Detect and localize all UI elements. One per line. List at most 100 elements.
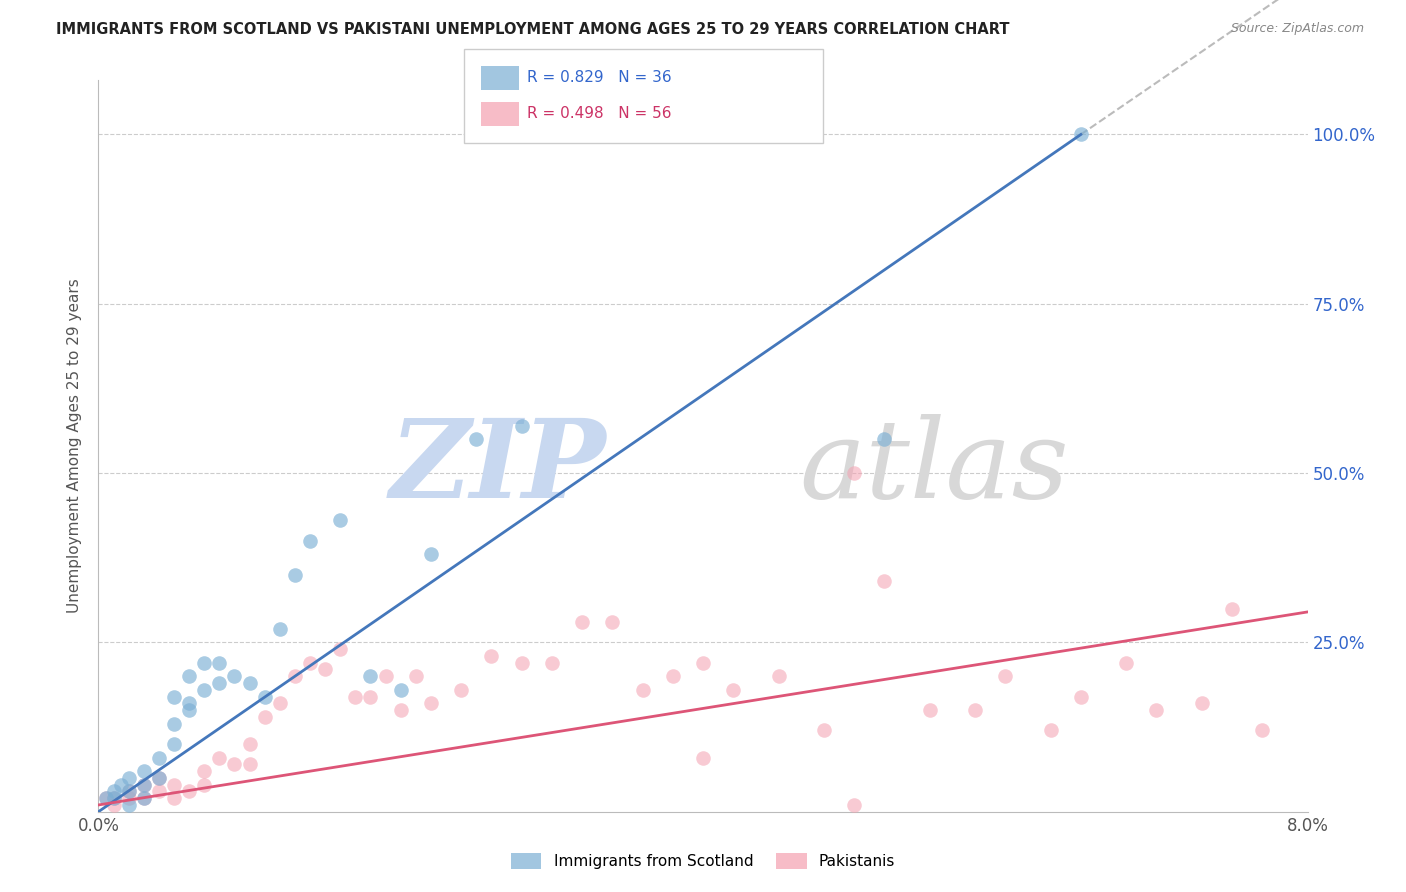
Point: [132, 778, 155, 792]
Point: [873, 574, 896, 589]
Point: [299, 656, 322, 670]
Point: [873, 432, 896, 446]
Text: IMMIGRANTS FROM SCOTLAND VS PAKISTANI UNEMPLOYMENT AMONG AGES 25 TO 29 YEARS COR: IMMIGRANTS FROM SCOTLAND VS PAKISTANI UN…: [56, 22, 1010, 37]
Y-axis label: Unemployment Among Ages 25 to 29 years: Unemployment Among Ages 25 to 29 years: [67, 278, 83, 614]
Point: [132, 778, 155, 792]
Point: [1146, 703, 1168, 717]
Point: [132, 764, 155, 778]
Point: [163, 716, 186, 731]
Point: [420, 547, 443, 561]
Point: [1191, 697, 1213, 711]
Text: R = 0.829   N = 36: R = 0.829 N = 36: [527, 70, 672, 85]
Point: [163, 737, 186, 751]
Point: [314, 663, 336, 677]
Point: [329, 642, 352, 657]
Point: [360, 690, 382, 704]
Point: [1039, 723, 1062, 738]
Point: [193, 778, 215, 792]
Point: [1070, 690, 1092, 704]
Point: [692, 656, 714, 670]
Point: [481, 648, 503, 663]
Point: [510, 418, 533, 433]
Point: [239, 737, 262, 751]
Point: [94, 791, 117, 805]
Point: [193, 682, 215, 697]
Point: [571, 615, 593, 629]
Point: [1251, 723, 1274, 738]
Point: [224, 757, 246, 772]
Point: [208, 750, 231, 764]
Point: [284, 669, 307, 683]
Point: [405, 669, 427, 683]
Point: [208, 656, 231, 670]
Point: [94, 791, 117, 805]
Point: [148, 771, 170, 785]
Point: [344, 690, 367, 704]
Legend: Immigrants from Scotland, Pakistanis: Immigrants from Scotland, Pakistanis: [505, 847, 901, 875]
Point: [723, 682, 745, 697]
Point: [284, 567, 307, 582]
Point: [103, 784, 125, 798]
Point: [163, 791, 186, 805]
Point: [103, 797, 125, 812]
Point: [389, 703, 412, 717]
Point: [1070, 128, 1092, 142]
Point: [389, 682, 412, 697]
Point: [132, 791, 155, 805]
Point: [450, 682, 472, 697]
Point: [844, 797, 866, 812]
Point: [844, 466, 866, 480]
Point: [179, 697, 201, 711]
Point: [193, 764, 215, 778]
Point: [208, 676, 231, 690]
Point: [631, 682, 654, 697]
Point: [148, 750, 170, 764]
Point: [420, 697, 443, 711]
Point: [253, 690, 276, 704]
Point: [239, 757, 262, 772]
Point: [132, 791, 155, 805]
Point: [148, 771, 170, 785]
Text: ZIP: ZIP: [389, 414, 606, 522]
Point: [224, 669, 246, 683]
Point: [239, 676, 262, 690]
Point: [103, 791, 125, 805]
Point: [179, 703, 201, 717]
Point: [329, 514, 352, 528]
Text: R = 0.498   N = 56: R = 0.498 N = 56: [527, 106, 672, 120]
Point: [118, 784, 141, 798]
Point: [540, 656, 562, 670]
Point: [374, 669, 396, 683]
Point: [602, 615, 624, 629]
Point: [994, 669, 1017, 683]
Point: [179, 784, 201, 798]
Point: [118, 784, 141, 798]
Point: [1115, 656, 1137, 670]
Point: [360, 669, 382, 683]
Point: [510, 656, 533, 670]
Point: [692, 750, 714, 764]
Point: [661, 669, 683, 683]
Point: [918, 703, 941, 717]
Point: [148, 784, 170, 798]
Point: [179, 669, 201, 683]
Point: [163, 690, 186, 704]
Point: [269, 697, 291, 711]
Point: [269, 622, 291, 636]
Point: [110, 778, 132, 792]
Point: [253, 710, 276, 724]
Point: [103, 791, 125, 805]
Point: [813, 723, 835, 738]
Point: [465, 432, 488, 446]
Point: [193, 656, 215, 670]
Point: [118, 771, 141, 785]
Point: [163, 778, 186, 792]
Point: [118, 797, 141, 812]
Text: atlas: atlas: [800, 414, 1070, 522]
Point: [768, 669, 790, 683]
Point: [118, 791, 141, 805]
Point: [965, 703, 987, 717]
Point: [1220, 601, 1243, 615]
Text: Source: ZipAtlas.com: Source: ZipAtlas.com: [1230, 22, 1364, 36]
Point: [299, 533, 322, 548]
